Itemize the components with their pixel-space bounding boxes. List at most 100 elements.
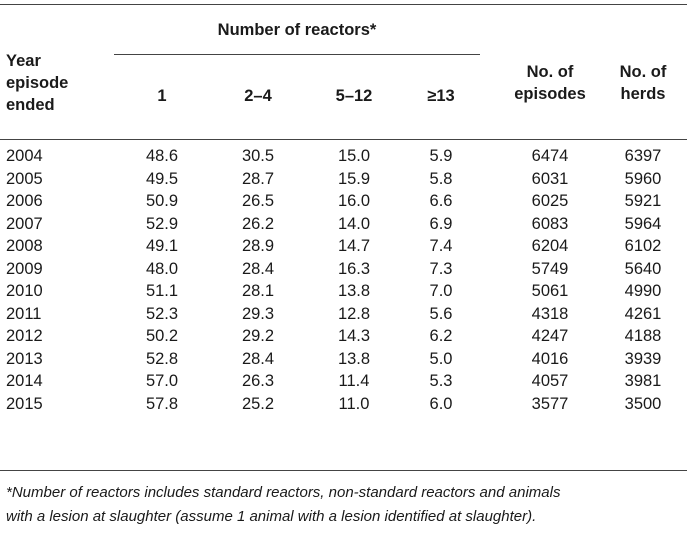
herds-header-line: herds — [620, 85, 666, 103]
reactors-13-plus-cell: 5.9 — [429, 147, 453, 165]
table-row: 2015 57.8 25.2 11.0 6.0 3577 3500 — [0, 393, 691, 416]
episodes-cell: 3577 — [531, 394, 569, 413]
table-row: 2014 57.0 26.3 11.4 5.3 4057 3981 — [0, 370, 691, 393]
herds-column-header: No. of herds — [600, 61, 686, 105]
reactors-2-4-cell: 28.7 — [241, 169, 275, 188]
herds-cell: 3500 — [624, 394, 662, 413]
reactors-1-cell: 52.3 — [145, 304, 179, 323]
reactors-2-4-cell: 25.2 — [241, 394, 275, 413]
reactors-13-plus-cell: 7.4 — [429, 237, 453, 255]
year-cell: 2013 — [6, 349, 43, 368]
episodes-cell: 6474 — [531, 147, 569, 165]
episodes-cell: 6204 — [531, 237, 569, 255]
episodes-cell: 4247 — [531, 327, 569, 345]
reactors-13-plus-cell: 5.0 — [429, 349, 453, 368]
reactors-13-plus-header: ≥13 — [427, 87, 455, 105]
reactors-group-rule — [114, 54, 480, 55]
year-cell: 2007 — [6, 214, 43, 233]
herds-cell: 4261 — [624, 304, 662, 323]
reactors-5-12-cell: 13.8 — [337, 349, 371, 368]
episodes-column-header: No. of episodes — [500, 61, 600, 105]
reactors-5-12-cell: 11.4 — [338, 372, 370, 390]
footnote-line: with a lesion at slaughter (assume 1 ani… — [6, 508, 537, 525]
herds-cell: 4188 — [624, 327, 662, 345]
reactors-1-cell: 52.8 — [145, 349, 179, 368]
reactors-2-4-cell: 29.3 — [241, 304, 275, 323]
herds-cell: 4990 — [624, 282, 662, 300]
herds-header-line: No. of — [619, 63, 667, 81]
reactors-5-12-cell: 14.3 — [337, 327, 371, 345]
reactors-1-cell: 57.0 — [145, 372, 179, 390]
table-row: 2009 48.0 28.4 16.3 7.3 5749 5640 — [0, 258, 691, 281]
reactors-5-12-header: 5–12 — [335, 87, 373, 105]
episodes-cell: 6083 — [531, 214, 569, 233]
table-row: 2008 49.1 28.9 14.7 7.4 6204 6102 — [0, 235, 691, 258]
reactors-5-12-cell: 16.0 — [337, 192, 371, 210]
reactors-13-plus-cell: 5.6 — [429, 304, 453, 323]
reactors-1-cell: 51.1 — [145, 282, 179, 300]
episodes-cell: 5749 — [531, 259, 569, 278]
table-row: 2013 52.8 28.4 13.8 5.0 4016 3939 — [0, 348, 691, 371]
reactors-5-12-cell: 15.0 — [337, 147, 371, 165]
episodes-cell: 6031 — [531, 169, 569, 188]
episodes-cell: 5061 — [531, 282, 569, 300]
year-cell: 2006 — [6, 192, 43, 210]
table-footnote: *Number of reactors includes standard re… — [6, 481, 686, 529]
herds-cell: 3981 — [624, 372, 662, 390]
table-row: 2007 52.9 26.2 14.0 6.9 6083 5964 — [0, 213, 691, 236]
year-cell: 2005 — [6, 169, 43, 188]
reactors-1-cell: 50.2 — [145, 327, 179, 345]
herds-cell: 3939 — [624, 349, 662, 368]
reactors-13-plus-cell: 5.8 — [429, 169, 453, 188]
reactors-5-12-cell: 11.0 — [338, 394, 370, 413]
reactors-1-cell: 52.9 — [145, 214, 179, 233]
year-cell: 2008 — [6, 237, 43, 255]
year-cell: 2004 — [6, 147, 43, 165]
herds-cell: 5960 — [624, 169, 662, 188]
reactors-2-4-cell: 26.5 — [241, 192, 275, 210]
herds-cell: 5964 — [624, 214, 662, 233]
reactors-2-4-cell: 28.1 — [241, 282, 275, 300]
year-cell: 2012 — [6, 327, 43, 345]
table-row: 2004 48.6 30.5 15.0 5.9 6474 6397 — [0, 145, 691, 168]
reactors-1-cell: 50.9 — [145, 192, 179, 210]
episodes-header-line: episodes — [514, 85, 586, 103]
reactors-2-4-cell: 28.4 — [241, 349, 275, 368]
table-body: 2004 48.6 30.5 15.0 5.9 6474 6397 2005 49.5 28.7 1… — [0, 145, 691, 415]
reactors-2-4-cell: 26.2 — [241, 214, 275, 233]
reactors-group-header: Number of reactors* — [217, 21, 377, 39]
year-cell: 2015 — [6, 394, 43, 413]
reactors-1-cell: 57.8 — [145, 394, 179, 413]
herds-cell: 5921 — [624, 192, 662, 210]
reactors-1-cell: 49.1 — [145, 237, 179, 255]
reactors-13-plus-cell: 6.0 — [429, 394, 453, 413]
reactors-2-4-cell: 28.4 — [241, 259, 275, 278]
table-row: 2005 49.5 28.7 15.9 5.8 6031 5960 — [0, 168, 691, 191]
herds-cell: 6397 — [624, 147, 662, 165]
year-header-line: episode — [6, 74, 69, 92]
year-cell: 2010 — [6, 282, 43, 300]
reactors-5-12-cell: 12.8 — [337, 304, 371, 323]
year-cell: 2014 — [6, 372, 43, 390]
herds-cell: 5640 — [624, 259, 662, 278]
year-cell: 2011 — [6, 304, 42, 323]
episodes-cell: 6025 — [531, 192, 569, 210]
year-cell: 2009 — [6, 259, 43, 278]
header-bottom-rule — [0, 139, 687, 140]
table-row: 2011 52.3 29.3 12.8 5.6 4318 4261 — [0, 303, 691, 326]
footnote-line: *Number of reactors includes standard re… — [6, 484, 561, 501]
reactors-13-plus-cell: 6.2 — [429, 327, 453, 345]
reactors-1-cell: 48.0 — [145, 259, 179, 278]
reactors-5-12-cell: 15.9 — [337, 169, 371, 188]
episodes-cell: 4318 — [531, 304, 569, 323]
reactors-13-plus-cell: 5.3 — [429, 372, 453, 390]
year-header-line: Year — [6, 52, 41, 70]
reactors-1-header: 1 — [157, 87, 167, 105]
table-bottom-rule — [0, 470, 687, 471]
reactors-2-4-cell: 26.3 — [241, 372, 275, 390]
reactors-5-12-cell: 16.3 — [337, 259, 371, 278]
herds-cell: 6102 — [624, 237, 662, 255]
reactors-2-4-cell: 30.5 — [241, 147, 275, 165]
reactors-1-cell: 48.6 — [145, 147, 179, 165]
